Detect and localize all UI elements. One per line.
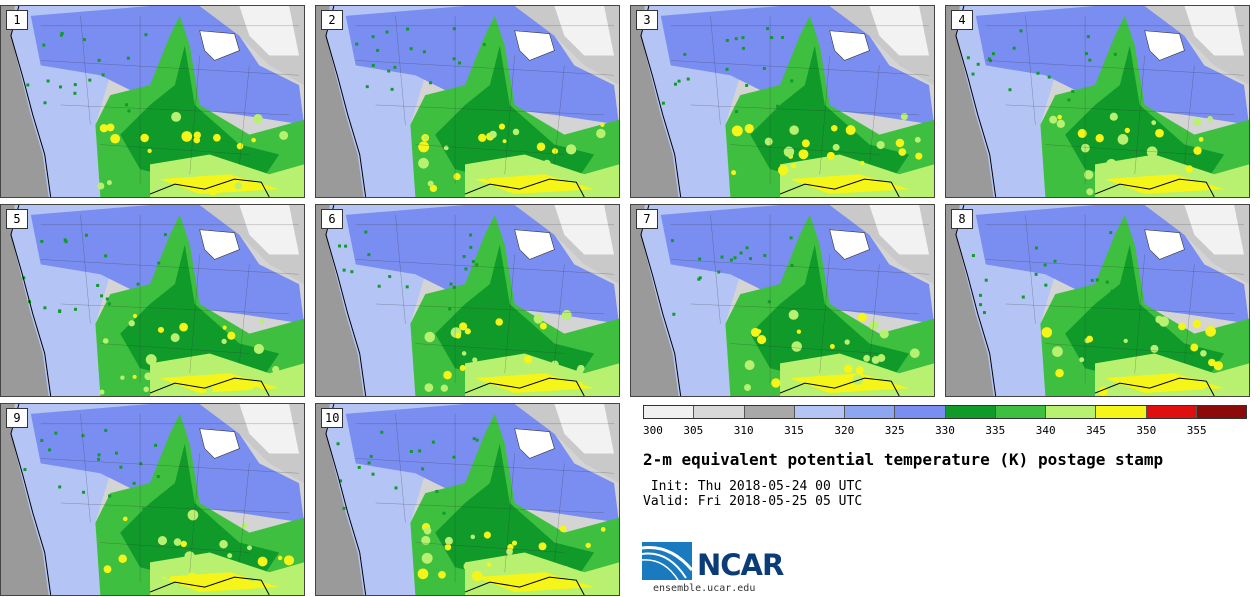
ncar-logo-text: NCAR bbox=[697, 548, 784, 582]
panel-label: 5 bbox=[6, 209, 28, 229]
colorbar-swatch bbox=[644, 406, 695, 418]
colorbar-swatch bbox=[1196, 406, 1246, 418]
colorbar-tick-label: 350 bbox=[1136, 424, 1157, 437]
colorbar-tick-label: 300 bbox=[643, 424, 663, 437]
map-panel-4: 4 bbox=[945, 5, 1250, 198]
colorbar-swatch bbox=[1046, 406, 1097, 418]
panel-label: 4 bbox=[951, 10, 973, 30]
panel-label: 1 bbox=[6, 10, 28, 30]
figure-title: 2-m equivalent potential temperature (K)… bbox=[643, 450, 1164, 469]
panel-label: 3 bbox=[636, 10, 658, 30]
panel-label: 7 bbox=[636, 209, 658, 229]
map-panel-1: 1 bbox=[0, 5, 305, 198]
panel-label: 6 bbox=[321, 209, 343, 229]
panel-label: 10 bbox=[321, 408, 344, 428]
map-image-6 bbox=[316, 205, 619, 396]
colorbar-swatch bbox=[794, 406, 845, 418]
map-panel-2: 2 bbox=[315, 5, 620, 198]
colorbar-tick-label: 310 bbox=[733, 424, 754, 437]
ncar-logo-icon bbox=[642, 542, 694, 581]
map-image-7 bbox=[631, 205, 934, 396]
valid-time: Valid: Fri 2018-05-25 05 UTC bbox=[643, 494, 863, 509]
colorbar-ticks: 300 305 310 315 320 325 330 335 340 345 350 355 bbox=[643, 424, 1247, 440]
colorbar-swatch bbox=[1146, 406, 1197, 418]
colorbar-swatch bbox=[1096, 406, 1147, 418]
colorbar-swatch bbox=[694, 406, 745, 418]
colorbar-tick-label: 305 bbox=[683, 424, 704, 437]
map-panel-6: 6 bbox=[315, 204, 620, 397]
map-image-4 bbox=[946, 6, 1249, 197]
colorbar-tick-label: 340 bbox=[1035, 424, 1056, 437]
colorbar-swatch bbox=[995, 406, 1046, 418]
panel-label: 9 bbox=[6, 408, 28, 428]
map-image-10 bbox=[316, 404, 619, 595]
map-panel-9: 9 bbox=[0, 403, 305, 596]
map-panel-7: 7 bbox=[630, 204, 935, 397]
colorbar-tick-label: 335 bbox=[985, 424, 1006, 437]
colorbar-swatch bbox=[895, 406, 946, 418]
map-panel-3: 3 bbox=[630, 5, 935, 198]
map-image-8 bbox=[946, 205, 1249, 396]
colorbar-swatch bbox=[845, 406, 896, 418]
map-panel-8: 8 bbox=[945, 204, 1250, 397]
colorbar-swatch bbox=[744, 406, 795, 418]
map-image-1 bbox=[1, 6, 304, 197]
map-image-9 bbox=[1, 404, 304, 595]
colorbar-tick-label: 325 bbox=[884, 424, 905, 437]
map-image-2 bbox=[316, 6, 619, 197]
colorbar-tick-label: 355 bbox=[1186, 424, 1207, 437]
panel-label: 2 bbox=[321, 10, 343, 30]
colorbar-tick-label: 330 bbox=[935, 424, 955, 437]
colorbar bbox=[643, 405, 1247, 419]
colorbar-tick-label: 320 bbox=[834, 424, 855, 437]
colorbar-swatch bbox=[945, 406, 996, 418]
panel-label: 8 bbox=[951, 209, 973, 229]
map-image-3 bbox=[631, 6, 934, 197]
map-panel-10: 10 bbox=[315, 403, 620, 596]
colorbar-tick-label: 345 bbox=[1086, 424, 1106, 437]
colorbar-tick-label: 315 bbox=[784, 424, 804, 437]
map-panel-5: 5 bbox=[0, 204, 305, 397]
site-url: ensemble.ucar.edu bbox=[653, 583, 756, 594]
init-time: Init: Thu 2018-05-24 00 UTC bbox=[643, 479, 863, 494]
map-image-5 bbox=[1, 205, 304, 396]
